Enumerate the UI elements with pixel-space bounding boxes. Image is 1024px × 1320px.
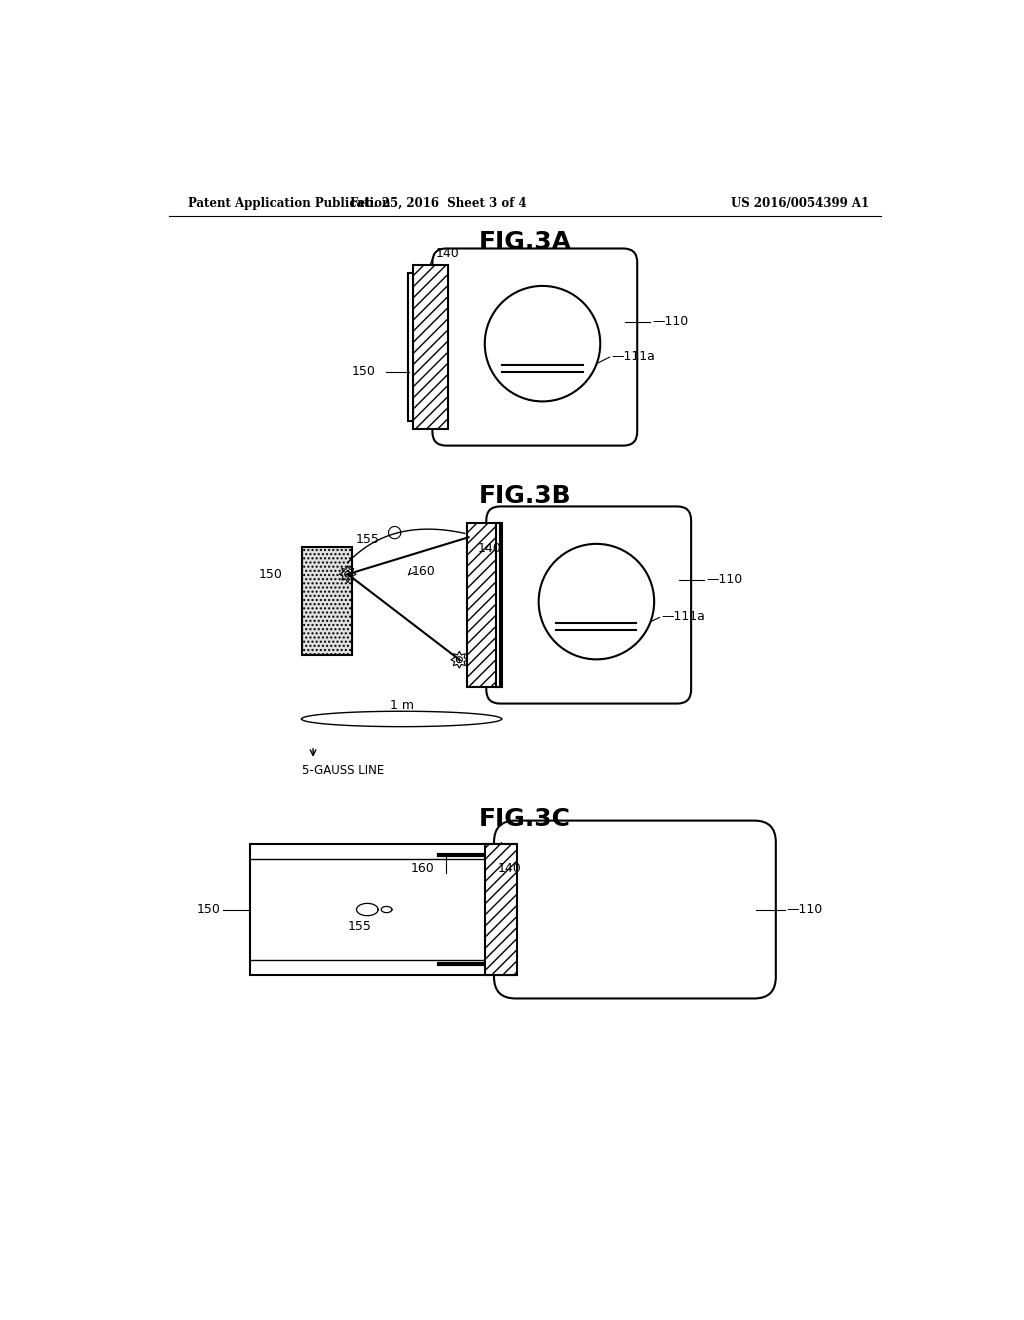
Text: 150: 150 [351, 366, 376, 378]
Text: FIG.3A: FIG.3A [478, 230, 571, 253]
Text: —110: —110 [652, 315, 689, 329]
Text: US 2016/0054399 A1: US 2016/0054399 A1 [731, 197, 869, 210]
Bar [484, 843, 517, 975]
Bar [408, 273, 413, 421]
FancyBboxPatch shape [432, 248, 637, 446]
Text: —110: —110 [707, 573, 742, 586]
Text: 140: 140 [436, 247, 460, 260]
FancyBboxPatch shape [494, 821, 776, 998]
Text: —111a: —111a [611, 350, 655, 363]
Text: 5-GAUSS LINE: 5-GAUSS LINE [301, 764, 384, 777]
Text: FIG.3B: FIG.3B [478, 483, 571, 508]
Text: —110: —110 [786, 903, 823, 916]
Text: 150: 150 [259, 568, 283, 581]
FancyBboxPatch shape [486, 507, 691, 704]
Text: FIG.3C: FIG.3C [479, 807, 570, 832]
Text: 160: 160 [412, 565, 436, 578]
Text: 150: 150 [197, 903, 220, 916]
Text: 1 m: 1 m [389, 698, 414, 711]
Text: 155: 155 [355, 533, 379, 546]
Text: —111a: —111a [662, 610, 705, 623]
Bar [250, 843, 515, 975]
Circle shape [539, 544, 654, 660]
Bar [497, 524, 500, 686]
Bar [413, 265, 447, 429]
Bar [301, 548, 351, 655]
Circle shape [484, 286, 600, 401]
Text: Patent Application Publication: Patent Application Publication [188, 197, 391, 210]
Text: 140: 140 [498, 862, 521, 875]
Text: 155: 155 [348, 920, 372, 933]
Text: Feb. 25, 2016  Sheet 3 of 4: Feb. 25, 2016 Sheet 3 of 4 [350, 197, 527, 210]
Text: 140: 140 [477, 541, 501, 554]
Bar [467, 524, 502, 686]
Text: 160: 160 [411, 862, 435, 875]
